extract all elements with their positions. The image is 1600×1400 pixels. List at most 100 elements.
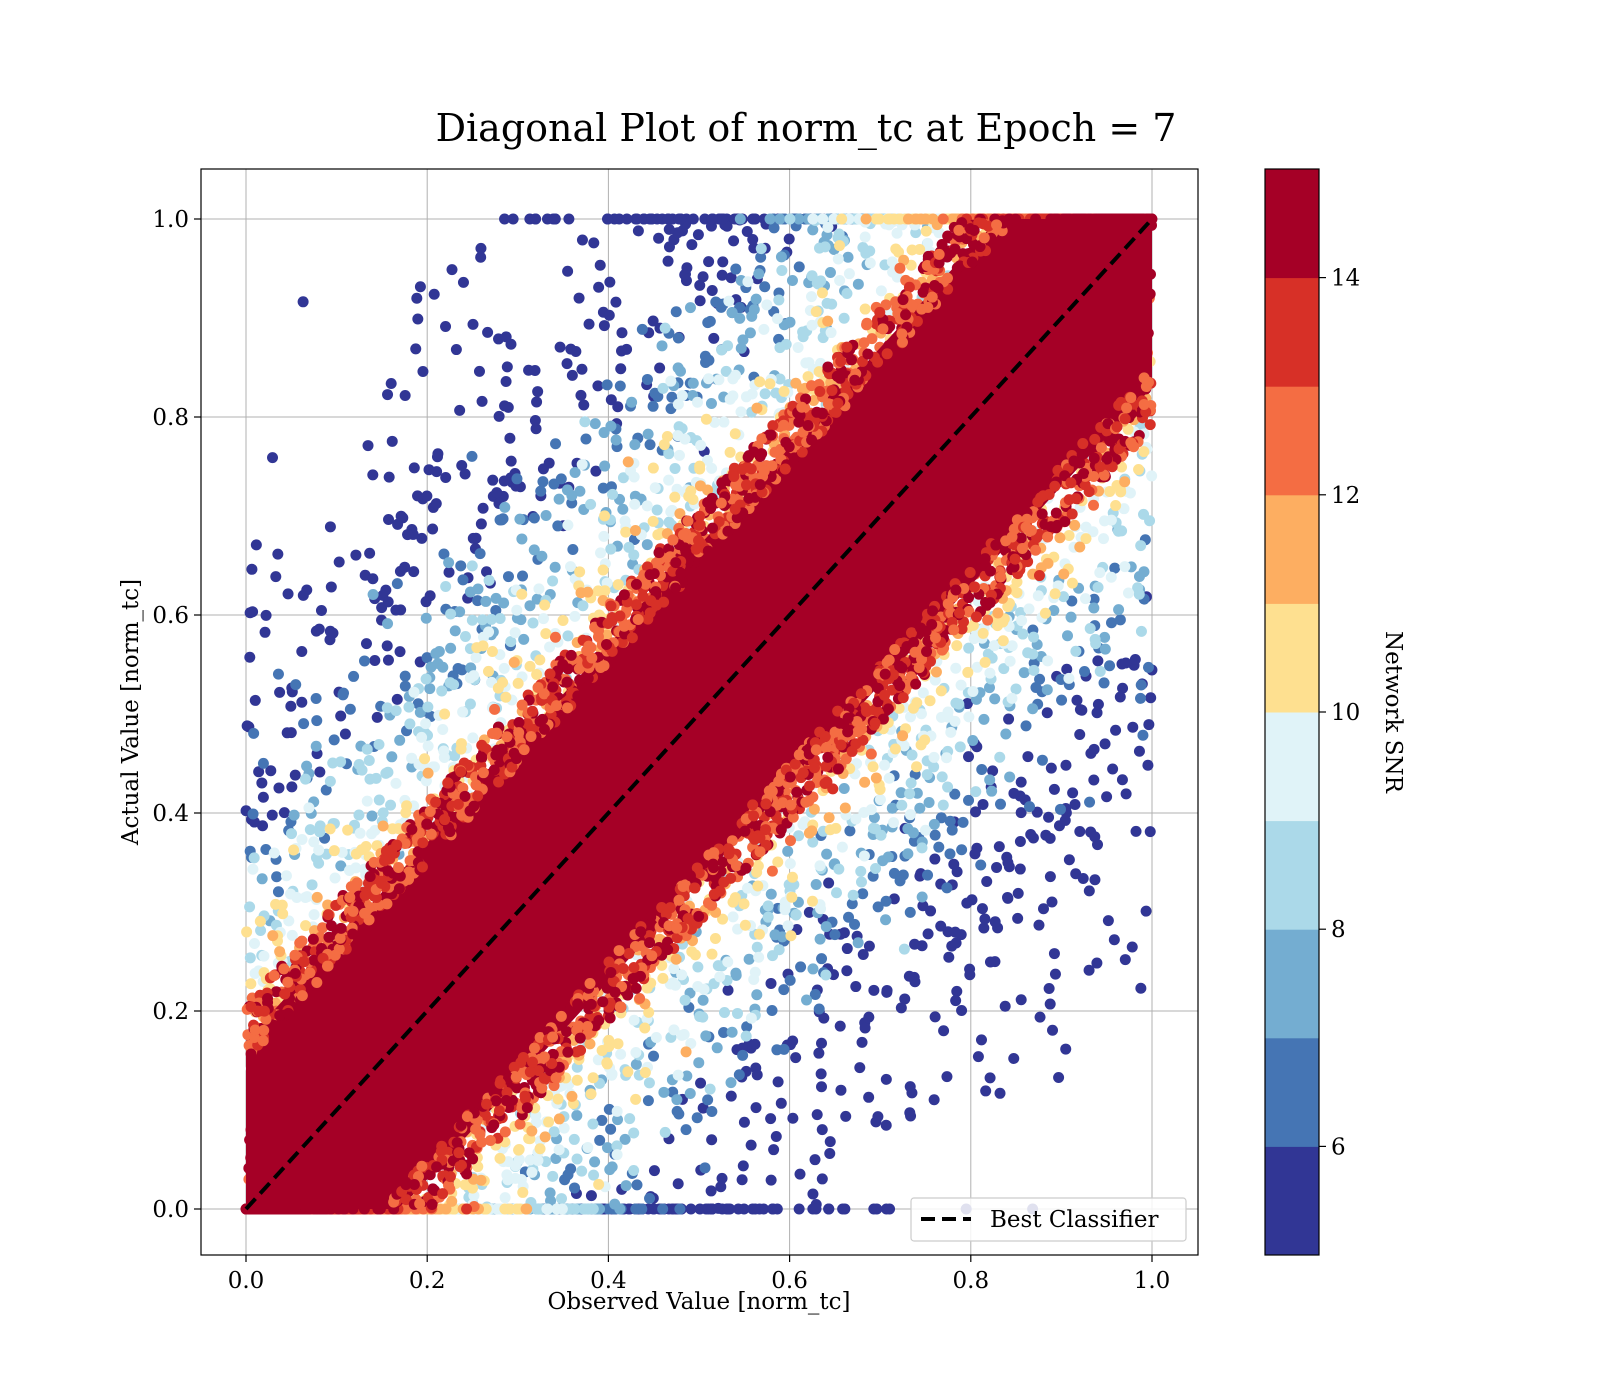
scatter-point [408, 686, 420, 698]
scatter-point [628, 1165, 640, 1177]
scatter-point [945, 726, 957, 738]
scatter-point [1110, 500, 1122, 512]
scatter-point [816, 1037, 828, 1049]
scatter-point [272, 886, 284, 898]
scatter-point [1066, 595, 1078, 607]
scatter-point [883, 772, 895, 784]
scatter-point [594, 1134, 606, 1146]
scatter-point [728, 235, 740, 247]
scatter-point [245, 978, 257, 990]
scatter-point [658, 1086, 670, 1098]
scatter-point [563, 213, 575, 225]
scatter-point [943, 951, 955, 963]
scatter-point [248, 938, 260, 950]
scatter-point [880, 1073, 892, 1085]
scatter-point [1088, 499, 1100, 511]
scatter-point [499, 1192, 511, 1204]
scatter-point [1063, 854, 1075, 866]
scatter-point [857, 888, 869, 900]
scatter-point [1142, 661, 1154, 673]
scatter-point [630, 1093, 642, 1105]
scatter-point [922, 928, 934, 940]
scatter-point [1023, 603, 1035, 615]
scatter-point [308, 836, 320, 848]
scatter-point [584, 1038, 596, 1050]
scatter-point [807, 213, 819, 225]
scatter-point [816, 953, 828, 965]
scatter-point [1036, 754, 1048, 766]
scatter-point [753, 951, 765, 963]
scatter-point [874, 794, 886, 806]
scatter-point [566, 369, 578, 381]
scatter-point [975, 859, 987, 871]
scatter-point [391, 693, 403, 705]
scatter-point [1092, 655, 1104, 667]
scatter-point [270, 571, 282, 583]
scatter-point [1028, 664, 1040, 676]
scatter-point [761, 299, 773, 311]
scatter-point [1046, 896, 1058, 908]
scatter-point [552, 1093, 564, 1105]
scatter-point [790, 909, 802, 921]
scatter-point [680, 1046, 692, 1058]
scatter-point [735, 342, 747, 354]
scatter-point [1145, 692, 1157, 704]
scatter-point [562, 519, 574, 531]
scatter-point [792, 342, 804, 354]
scatter-point [499, 501, 511, 513]
scatter-point [628, 1014, 640, 1026]
scatter-point [835, 1084, 847, 1096]
scatter-point [402, 529, 414, 541]
scatter-point [1108, 934, 1120, 946]
scatter-point [1020, 720, 1032, 732]
scatter-point [930, 666, 942, 678]
scatter-point [1048, 783, 1060, 795]
scatter-point [272, 548, 284, 560]
scatter-point [267, 452, 279, 464]
scatter-point [765, 1113, 777, 1125]
scatter-point [605, 394, 617, 406]
scatter-point [672, 1069, 684, 1081]
scatter-point [483, 626, 495, 638]
scatter-point [1063, 672, 1075, 684]
scatter-point [364, 547, 376, 559]
scatter-point [823, 877, 835, 889]
scatter-point [770, 1130, 782, 1142]
scatter-point [1144, 826, 1156, 838]
scatter-point [268, 847, 280, 859]
scatter-point [907, 827, 919, 839]
scatter-point [498, 662, 510, 674]
scatter-point [412, 313, 424, 325]
scatter-point [979, 656, 991, 668]
scatter-point [574, 566, 586, 578]
scatter-point [650, 1031, 662, 1043]
scatter-point [937, 213, 949, 225]
scatter-point [487, 474, 499, 486]
scatter-point [933, 841, 945, 853]
scatter-point [784, 974, 796, 986]
scatter-point [821, 848, 833, 860]
scatter-point [692, 961, 704, 973]
scatter-point [713, 374, 725, 386]
scatter-point [879, 759, 891, 771]
scatter-point [1120, 788, 1132, 800]
scatter-point [856, 1036, 868, 1048]
scatter-point [855, 876, 867, 888]
scatter-point [950, 662, 962, 674]
scatter-point [997, 635, 1009, 647]
scatter-point [297, 296, 309, 308]
scatter-point [1008, 787, 1020, 799]
scatter-point [500, 691, 512, 703]
scatter-point [265, 765, 277, 777]
scatter-point [579, 416, 591, 428]
scatter-point [585, 498, 597, 510]
scatter-point [735, 406, 747, 418]
scatter-point [296, 645, 308, 657]
scatter-point [888, 867, 900, 879]
scatter-point [1058, 568, 1070, 580]
scatter-point [814, 860, 826, 872]
scatter-point [807, 963, 819, 975]
scatter-point [1054, 803, 1066, 815]
scatter-point [1089, 633, 1101, 645]
scatter-point [1030, 682, 1042, 694]
